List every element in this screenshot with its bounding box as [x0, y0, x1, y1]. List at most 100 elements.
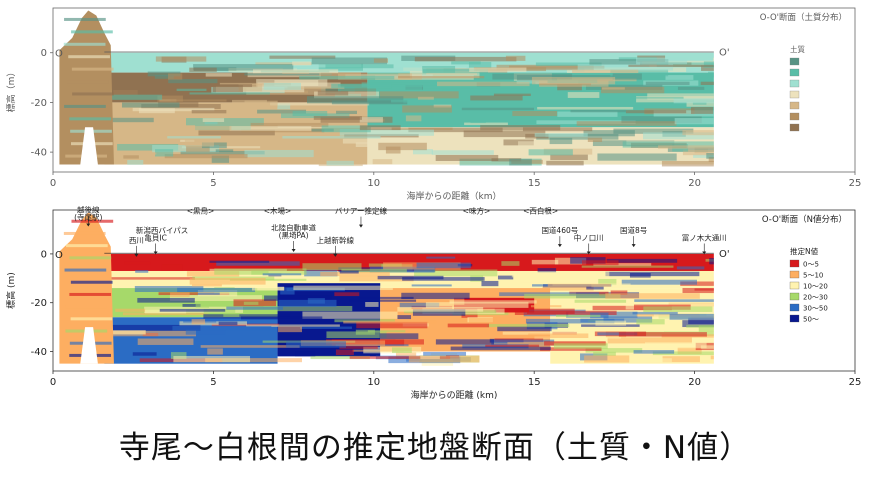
- layer-streak: [682, 130, 714, 136]
- layer-streak: [605, 271, 700, 277]
- section-layers: [59, 10, 714, 167]
- section-layer: [367, 72, 714, 128]
- layer-streak: [360, 296, 414, 299]
- layer-streak: [216, 261, 300, 266]
- layer-streak: [680, 99, 714, 102]
- layer-streak: [287, 86, 345, 89]
- layer-streak: [502, 331, 587, 335]
- layer-streak: [117, 143, 179, 151]
- layer-streak: [492, 73, 573, 80]
- layer-streak: [422, 66, 456, 73]
- hill-layer: [69, 292, 112, 296]
- layer-streak: [481, 280, 499, 287]
- layer-streak: [198, 129, 275, 136]
- location-annotation: <味方>: [463, 206, 491, 216]
- y-tick-label: -20: [31, 98, 47, 109]
- layer-streak: [414, 269, 498, 277]
- legend-label: 30〜50: [803, 305, 828, 313]
- layer-streak: [209, 260, 270, 263]
- layer-streak: [636, 96, 714, 103]
- layer-streak: [262, 273, 302, 276]
- layer-streak: [240, 316, 323, 320]
- layer-streak: [426, 256, 456, 259]
- layer-streak: [334, 93, 362, 98]
- layer-streak: [241, 129, 325, 133]
- layer-streak: [497, 275, 514, 280]
- y-axis-title: 標高 (m): [5, 272, 17, 309]
- layer-streak: [423, 351, 467, 356]
- layer-streak: [250, 122, 329, 128]
- location-annotation: 越後線: [77, 205, 100, 214]
- layer-streak: [361, 82, 431, 87]
- layer-streak: [189, 67, 217, 72]
- layer-streak: [610, 290, 628, 295]
- layer-streak: [194, 84, 253, 88]
- layer-streak: [423, 69, 488, 74]
- layer-streak: [463, 130, 546, 138]
- hill-layer: [63, 231, 106, 235]
- layer-streak: [435, 339, 494, 345]
- layer-streak: [367, 330, 406, 333]
- layer-streak: [343, 320, 437, 324]
- layer-streak: [157, 95, 183, 103]
- layer-streak: [379, 333, 419, 340]
- layer-streak: [113, 89, 138, 95]
- layer-streak: [476, 82, 501, 87]
- legend-swatch: [789, 112, 800, 121]
- layer-streak: [417, 96, 434, 100]
- layer-streak: [673, 98, 714, 104]
- layer-streak: [342, 138, 424, 144]
- layer-streak: [307, 96, 404, 104]
- layer-streak: [612, 73, 642, 80]
- layer-streak: [292, 110, 328, 117]
- layer-streak: [172, 325, 272, 331]
- soil-section-chart: 0 -20 -40 0 5 10 15 20 25 標高（m） 海岸からの距離（km） O-O'断面（…: [5, 7, 862, 202]
- layer-streak: [676, 266, 705, 270]
- layer-streak: [318, 159, 363, 167]
- section-layer: [104, 72, 368, 103]
- layer-streak: [115, 308, 146, 312]
- terrace-hill: [59, 10, 114, 165]
- layer-streak: [111, 277, 195, 280]
- layer-streak: [331, 100, 408, 105]
- layer-streak: [174, 126, 232, 131]
- layer-streak: [339, 275, 414, 282]
- layer-streak: [524, 293, 621, 299]
- layer-streak: [621, 116, 702, 124]
- layer-streak: [356, 321, 428, 329]
- layer-streak: [585, 84, 663, 90]
- layer-streak: [123, 155, 139, 159]
- layer-streak: [547, 79, 598, 84]
- layer-streak: [433, 104, 452, 108]
- hill-gap: [80, 127, 98, 165]
- layer-streak: [121, 102, 180, 108]
- layer-streak: [391, 127, 453, 131]
- layer-streak: [491, 158, 522, 162]
- layer-streak: [246, 87, 326, 95]
- layer-streak: [260, 70, 330, 73]
- layer-streak: [626, 140, 685, 145]
- layer-streak: [200, 345, 300, 348]
- layer-streak: [189, 277, 266, 285]
- layer-streak: [631, 96, 684, 99]
- layer-streak: [212, 84, 243, 93]
- layer-streak: [581, 265, 674, 268]
- layer-streak: [257, 109, 307, 114]
- layer-streak: [411, 284, 452, 287]
- section-start-label: O: [55, 49, 63, 60]
- layer-streak: [134, 285, 204, 293]
- layer-streak: [606, 258, 678, 263]
- location-annotation: 上越新幹線: [317, 235, 355, 245]
- layer-streak: [337, 84, 423, 92]
- layer-streak: [226, 306, 283, 310]
- layer-streak: [584, 355, 630, 363]
- layer-streak: [546, 160, 584, 166]
- layer-streak: [282, 70, 310, 74]
- legend-swatch: [789, 259, 800, 268]
- layer-streak: [607, 337, 692, 344]
- x-tick-label: 25: [849, 178, 862, 189]
- legend-swatch: [789, 292, 800, 301]
- layer-streak: [170, 99, 227, 102]
- layer-streak: [597, 153, 677, 161]
- location-annotation: (黒埼PA): [279, 230, 309, 240]
